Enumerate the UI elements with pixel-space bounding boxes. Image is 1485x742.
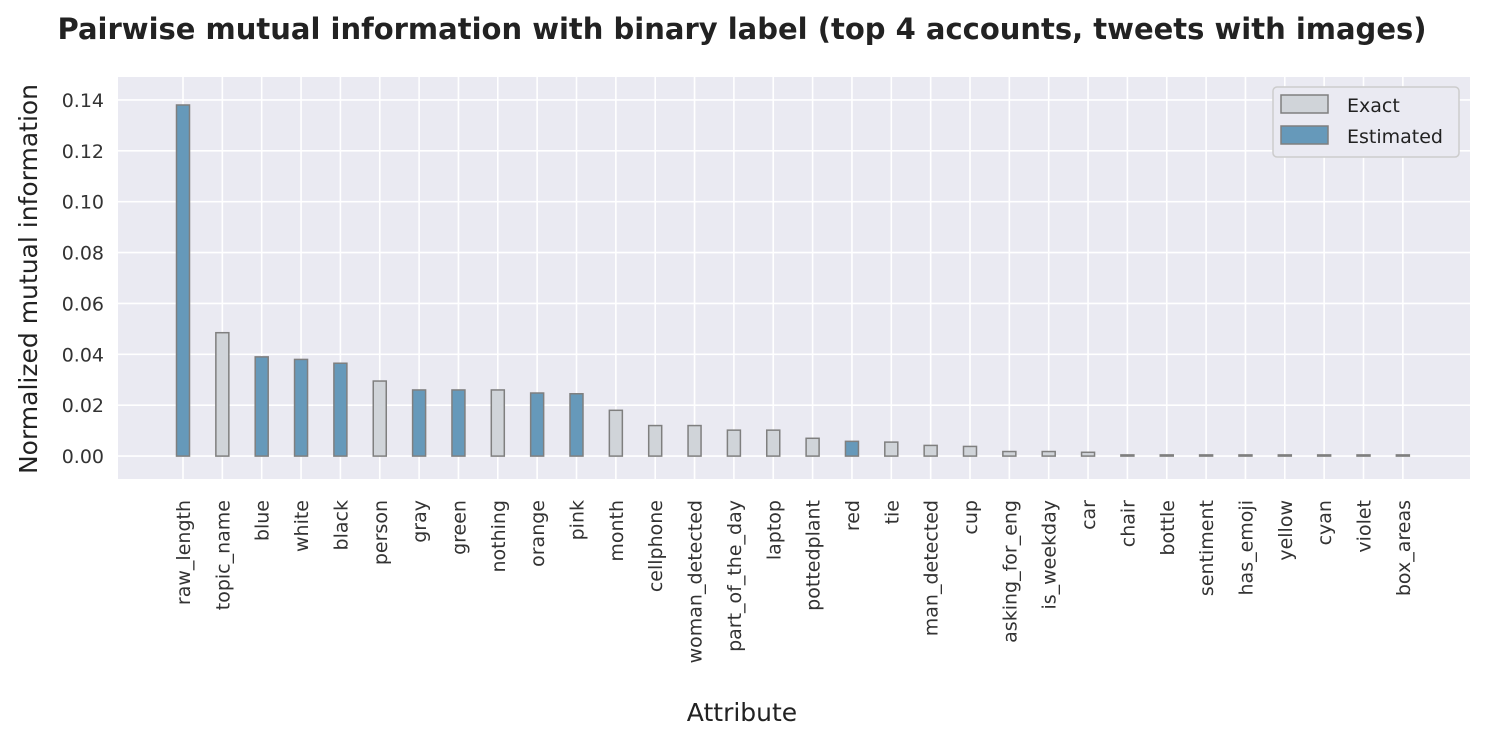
bar-man-detected bbox=[923, 444, 938, 457]
x-tick-label: bottle bbox=[1157, 500, 1179, 556]
y-axis-label: Normalized mutual information bbox=[14, 84, 43, 474]
bar-cyan bbox=[1316, 454, 1332, 457]
bar-chair bbox=[1120, 454, 1135, 457]
x-tick-label: box_areas bbox=[1393, 500, 1415, 596]
bar-raw-length bbox=[175, 104, 191, 457]
bar-cellphone bbox=[647, 424, 663, 457]
x-tick-label: blue bbox=[252, 500, 274, 541]
x-tick-label: yellow bbox=[1275, 500, 1297, 561]
bar-blue bbox=[254, 356, 269, 457]
bar-bottle bbox=[1159, 454, 1174, 457]
bar-red bbox=[844, 440, 860, 457]
x-tick-label: has_emoji bbox=[1235, 500, 1257, 595]
x-tick-label: pink bbox=[567, 500, 589, 540]
x-tick-label: white bbox=[291, 500, 313, 552]
y-tick-label: 0.08 bbox=[62, 243, 104, 265]
bar-month bbox=[608, 409, 624, 457]
bar-asking-for-eng bbox=[1002, 450, 1017, 457]
legend-label-exact: Exact bbox=[1347, 95, 1400, 117]
bar-yellow bbox=[1277, 454, 1293, 457]
bar-nothing bbox=[490, 389, 506, 457]
x-tick-label: tie bbox=[881, 500, 903, 524]
x-tick-label: car bbox=[1078, 500, 1100, 530]
legend-swatch-exact bbox=[1280, 94, 1329, 114]
y-tick-label: 0.12 bbox=[62, 141, 104, 163]
bar-has-emoji bbox=[1238, 454, 1253, 457]
y-tick-label: 0.06 bbox=[62, 293, 104, 315]
x-axis-ticks: raw_length topic_name blue white black person… bbox=[173, 500, 1415, 664]
y-tick-label: 0.02 bbox=[62, 395, 104, 417]
bar-white bbox=[293, 358, 309, 457]
x-tick-label: laptop bbox=[763, 500, 785, 560]
x-tick-label: red bbox=[842, 500, 864, 531]
bar-violet bbox=[1356, 454, 1371, 457]
x-tick-label: cellphone bbox=[645, 500, 667, 592]
x-tick-label: black bbox=[330, 500, 352, 550]
x-tick-label: violet bbox=[1354, 500, 1376, 553]
bar-gray bbox=[411, 389, 427, 457]
x-tick-label: pottedplant bbox=[803, 500, 825, 611]
x-axis-label: Attribute bbox=[687, 698, 797, 727]
x-tick-label: month bbox=[606, 500, 628, 562]
bar-woman-detected bbox=[687, 424, 702, 457]
x-tick-label: chair bbox=[1117, 500, 1139, 547]
bar-topic-name bbox=[215, 331, 230, 457]
legend-label-estimated: Estimated bbox=[1347, 126, 1443, 148]
x-tick-label: cup bbox=[960, 500, 982, 535]
x-tick-label: gray bbox=[409, 500, 431, 543]
bar-tie bbox=[884, 441, 899, 457]
y-tick-label: 0.00 bbox=[62, 446, 104, 468]
bar-car bbox=[1080, 451, 1096, 457]
y-tick-label: 0.04 bbox=[62, 344, 104, 366]
plot-area bbox=[118, 77, 1470, 479]
y-tick-label: 0.10 bbox=[62, 192, 104, 214]
bar-green bbox=[451, 389, 466, 457]
bar-sentiment bbox=[1198, 454, 1214, 457]
x-tick-label: sentiment bbox=[1196, 500, 1218, 596]
x-tick-label: person bbox=[370, 500, 392, 565]
legend: Exact Estimated bbox=[1272, 86, 1460, 158]
x-tick-label: is_weekday bbox=[1039, 500, 1061, 610]
chart-title: Pairwise mutual information with binary … bbox=[57, 12, 1426, 46]
x-tick-label: asking_for_eng bbox=[999, 500, 1021, 643]
bar-pink bbox=[569, 393, 584, 457]
x-tick-label: cyan bbox=[1314, 500, 1336, 545]
bar-part-of-the-day bbox=[726, 429, 742, 457]
x-tick-label: man_detected bbox=[921, 500, 943, 636]
bars bbox=[175, 104, 1411, 457]
bar-cup bbox=[962, 445, 978, 457]
x-tick-label: nothing bbox=[488, 500, 510, 573]
x-tick-label: green bbox=[448, 500, 470, 555]
y-axis-ticks: 0.00 0.02 0.04 0.06 0.08 0.10 0.12 0.14 bbox=[62, 90, 104, 468]
bar-black bbox=[333, 362, 348, 457]
x-tick-label: woman_detected bbox=[685, 500, 707, 663]
bar-box-areas bbox=[1395, 454, 1411, 457]
bar-is-weekday bbox=[1041, 450, 1056, 457]
x-tick-label: orange bbox=[527, 500, 549, 567]
bar-laptop bbox=[766, 429, 781, 457]
bar-person bbox=[372, 380, 387, 457]
y-tick-label: 0.14 bbox=[62, 90, 104, 112]
legend-swatch-estimated bbox=[1280, 125, 1329, 145]
bar-orange bbox=[529, 392, 545, 457]
bar-pottedplant bbox=[805, 437, 820, 457]
x-tick-label: part_of_the_day bbox=[724, 500, 746, 652]
x-tick-label: topic_name bbox=[212, 500, 234, 610]
x-tick-label: raw_length bbox=[173, 500, 195, 605]
